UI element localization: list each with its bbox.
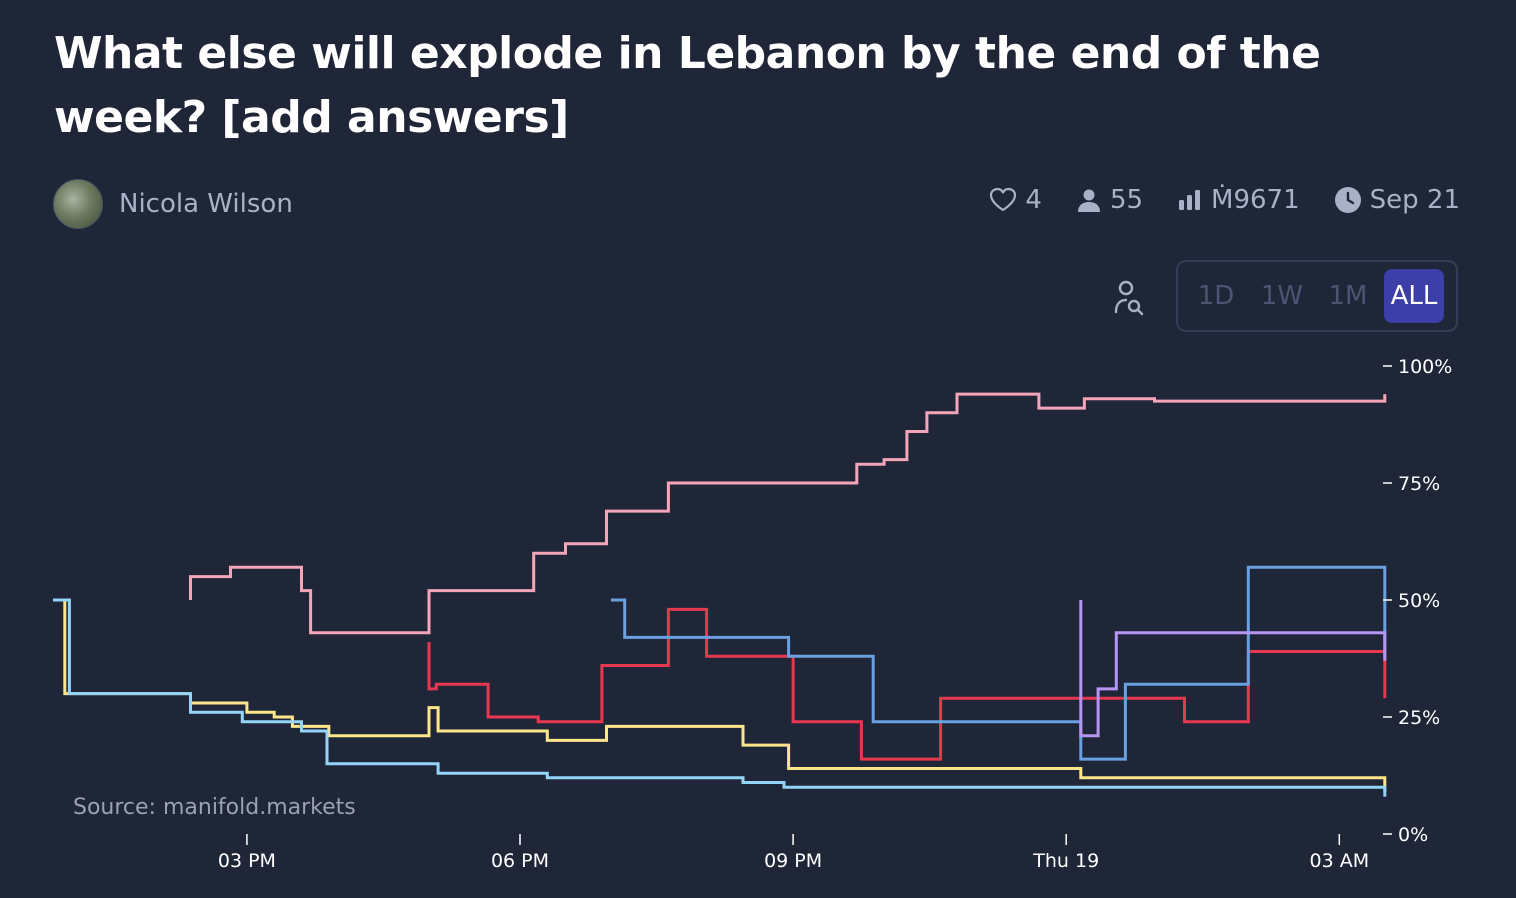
market-stats: 4 55 Ṁ9671 Sep 21 [989, 185, 1460, 215]
avatar[interactable] [53, 179, 103, 229]
likes-stat[interactable]: 4 [989, 185, 1042, 215]
x-axis: 03 PM 06 PM 09 PM Thu 19 03 AM [218, 834, 1369, 872]
range-1w-button[interactable]: 1W [1260, 281, 1304, 311]
clock-icon [1334, 187, 1361, 213]
range-1d-button[interactable]: 1D [1197, 281, 1235, 311]
series-line-3[interactable] [53, 598, 1387, 792]
probability-chart[interactable]: 0%25%50%75%100% 03 PM 06 PM 09 PM Thu 19 03 … [0, 340, 1516, 898]
user-icon [1077, 189, 1100, 212]
heart-icon [990, 187, 1017, 212]
x-tick-label: 03 AM [1309, 850, 1369, 872]
user-search-icon [1114, 280, 1144, 316]
y-tick-label: 25% [1398, 707, 1440, 729]
series-line-6[interactable] [1079, 600, 1387, 738]
page-title: What else will explode in Lebanon by the… [54, 28, 1321, 143]
y-tick-label: 50% [1398, 590, 1440, 612]
range-1m-button[interactable]: 1M [1328, 281, 1368, 311]
y-axis: 0% 25% 50% 75% 100% [1383, 356, 1452, 846]
close-date: Sep 21 [1369, 185, 1460, 215]
series-line-5[interactable] [611, 565, 1387, 761]
y-tick-label: 100% [1398, 356, 1452, 378]
series-layer [53, 392, 1387, 797]
close-date-stat: Sep 21 [1334, 185, 1460, 215]
bar-chart-icon [1179, 190, 1201, 210]
source-label: Source: manifold.markets [73, 795, 356, 820]
series-line-2[interactable] [427, 607, 1387, 761]
likes-count: 4 [1025, 185, 1042, 215]
x-tick-label: Thu 19 [1032, 850, 1099, 872]
volume-stat: Ṁ9671 [1177, 185, 1300, 215]
range-all-button[interactable]: ALL [1384, 269, 1444, 323]
traders-count: 55 [1109, 185, 1144, 215]
y-tick-label: 75% [1398, 473, 1440, 495]
author-info[interactable]: Nicola Wilson [53, 179, 293, 229]
x-tick-label: 09 PM [764, 850, 822, 872]
volume-amount: Ṁ9671 [1211, 185, 1300, 215]
time-range-selector: 1D 1W 1M ALL [1176, 260, 1458, 332]
author-name[interactable]: Nicola Wilson [119, 189, 293, 219]
search-user-button[interactable] [1110, 278, 1148, 322]
x-tick-label: 03 PM [218, 850, 276, 872]
series-line-1[interactable] [189, 392, 1387, 635]
series-line-4[interactable] [53, 598, 1387, 797]
x-tick-label: 06 PM [491, 850, 549, 872]
traders-stat: 55 [1076, 185, 1143, 215]
y-tick-label: 0% [1398, 824, 1428, 846]
